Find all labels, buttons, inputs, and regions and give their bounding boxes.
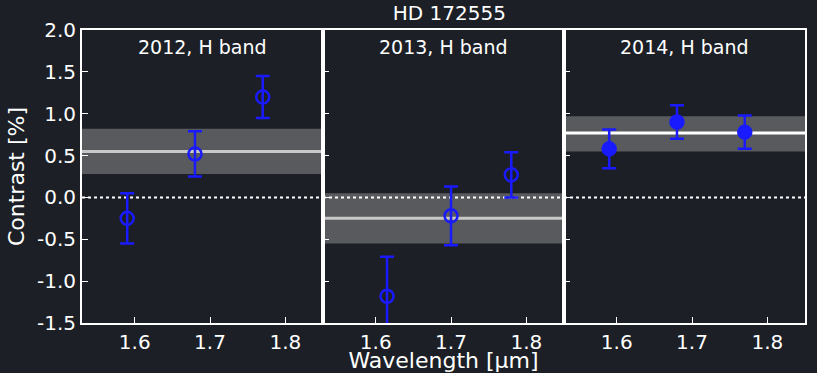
svg-text:1.6: 1.6 bbox=[360, 330, 392, 354]
svg-text:1.6: 1.6 bbox=[119, 330, 151, 354]
svg-text:Wavelength [μm]: Wavelength [μm] bbox=[348, 348, 538, 373]
svg-text:2.0: 2.0 bbox=[44, 18, 76, 42]
svg-text:-0.5: -0.5 bbox=[37, 227, 76, 251]
svg-text:-1.0: -1.0 bbox=[37, 269, 76, 293]
svg-text:1.7: 1.7 bbox=[435, 330, 467, 354]
svg-text:1.8: 1.8 bbox=[751, 330, 783, 354]
svg-text:2012, H band: 2012, H band bbox=[138, 36, 267, 58]
svg-text:2014, H band: 2014, H band bbox=[620, 36, 749, 58]
svg-text:1.7: 1.7 bbox=[194, 330, 226, 354]
svg-text:2013, H band: 2013, H band bbox=[379, 36, 508, 58]
svg-text:1.8: 1.8 bbox=[269, 330, 301, 354]
svg-text:HD 172555: HD 172555 bbox=[393, 1, 506, 25]
svg-text:1.8: 1.8 bbox=[510, 330, 542, 354]
svg-text:1.7: 1.7 bbox=[676, 330, 708, 354]
svg-text:0.0: 0.0 bbox=[44, 185, 76, 209]
svg-text:1.6: 1.6 bbox=[601, 330, 633, 354]
svg-text:1.5: 1.5 bbox=[44, 60, 76, 84]
svg-text:1.0: 1.0 bbox=[44, 102, 76, 126]
svg-text:0.5: 0.5 bbox=[44, 144, 76, 168]
svg-text:-1.5: -1.5 bbox=[37, 311, 76, 335]
svg-text:Contrast [%]: Contrast [%] bbox=[4, 107, 29, 246]
